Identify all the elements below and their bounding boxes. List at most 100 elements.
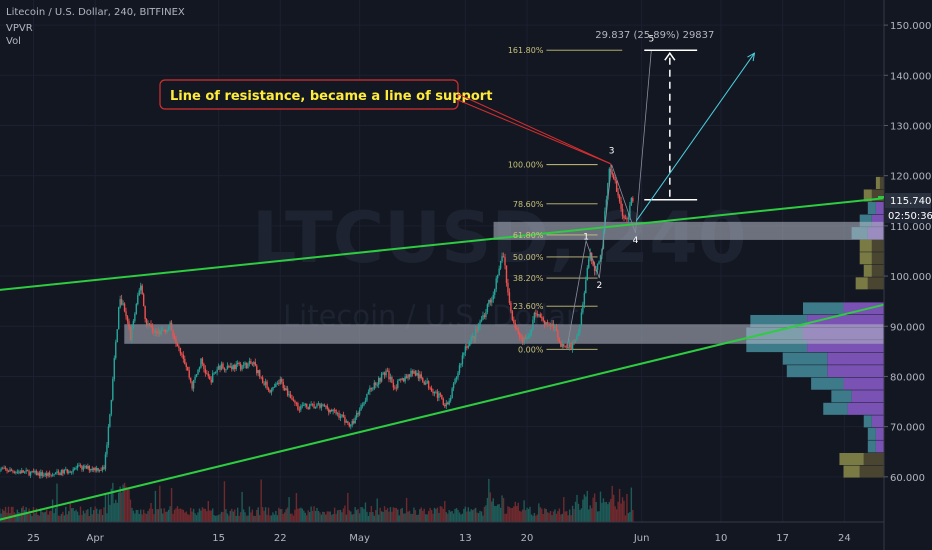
volume-bar (380, 511, 383, 522)
volume-bar (335, 513, 337, 522)
candle-body (561, 343, 564, 347)
volume-bar (65, 506, 67, 522)
volume-bar (504, 513, 506, 522)
volume-profile-up (839, 452, 864, 466)
volume-bar (260, 479, 262, 522)
candle-body (338, 413, 340, 418)
volume-bar (447, 513, 449, 522)
volume-bar (198, 508, 201, 522)
x-tick-label: 10 (715, 533, 728, 544)
candle-body (521, 337, 524, 343)
support-zone (493, 221, 884, 240)
candle-body (455, 377, 458, 380)
volume-bar (599, 491, 602, 522)
volume-bar (590, 508, 593, 522)
volume-profile-up (863, 264, 872, 277)
support-zone (124, 324, 885, 344)
candle-body (499, 261, 502, 269)
volume-bar (217, 514, 220, 522)
volume-bar (266, 514, 268, 522)
candle-body (148, 323, 151, 325)
volume-bar (72, 507, 74, 522)
candle-body (254, 362, 256, 366)
volume-bar (289, 513, 292, 522)
volume-bar (523, 500, 525, 522)
volume-bar (489, 492, 492, 522)
volume-bar (297, 508, 299, 522)
candle-body (257, 370, 259, 374)
volume-bar (339, 509, 342, 522)
projection: 29.837 (25.89%) 29837 (595, 30, 756, 222)
candle-body (239, 363, 242, 370)
volume-bar (398, 515, 400, 522)
candle-body (344, 417, 346, 423)
volume-bar (332, 513, 334, 522)
candle-body (175, 339, 177, 344)
candle-body (608, 168, 611, 184)
volume-bar (557, 511, 559, 522)
annotation-callout[interactable]: Line of resistance, became a line of sup… (159, 79, 611, 165)
candle-body (373, 382, 375, 389)
volume-bar (259, 515, 261, 522)
volume-bar (157, 509, 160, 522)
volume-profile-down (827, 365, 884, 378)
candle-body (151, 326, 154, 331)
candle-body (504, 257, 506, 266)
volume-bar (595, 501, 597, 522)
candle-body (164, 330, 167, 333)
candle-body (377, 377, 380, 385)
candle-body (483, 315, 486, 318)
indicator-vpvr[interactable]: VPVR (6, 23, 33, 34)
x-tick-label: 25 (27, 533, 40, 544)
candle-body (123, 303, 126, 312)
candle-body (588, 259, 590, 268)
candle-body (72, 469, 74, 472)
candle-body (250, 361, 252, 364)
volume-bar (499, 507, 502, 522)
candle-body (142, 294, 145, 306)
volume-bar (10, 506, 13, 522)
candle-body (217, 365, 220, 370)
volume-bar (589, 505, 591, 522)
volume-bar (66, 514, 68, 522)
candle-body (184, 358, 186, 364)
candle-body (231, 366, 233, 370)
y-tick-label: 130.000 (890, 121, 931, 132)
candle-body (449, 398, 452, 401)
volume-bar (176, 506, 179, 522)
candle-body (29, 471, 32, 476)
candle-body (464, 346, 467, 353)
candle-body (241, 365, 243, 370)
candle-body (439, 393, 442, 395)
volume-bar (524, 510, 527, 522)
candle-body (322, 404, 324, 406)
volume-bar (402, 513, 405, 522)
volume-bar (608, 501, 611, 522)
candle-body (416, 373, 418, 376)
candle-body (563, 343, 565, 347)
volume-bar (585, 496, 587, 522)
x-tick-label: 24 (838, 533, 851, 544)
candle-body (367, 391, 370, 394)
volume-bar (351, 514, 353, 522)
volume-bar (254, 515, 256, 522)
volume-profile-down (843, 377, 884, 390)
volume-bar (98, 509, 101, 522)
volume-bar (235, 515, 237, 522)
volume-bar (90, 507, 92, 522)
candle-body (25, 470, 27, 472)
fib-level-label: 38.20% (513, 274, 544, 283)
candle-body (213, 372, 215, 374)
volume-bar (223, 481, 226, 522)
volume-bar (236, 507, 239, 522)
candle-body (489, 299, 492, 303)
candle-body (159, 331, 161, 335)
candle-body (397, 380, 399, 388)
candle-body (361, 405, 364, 406)
volume-bar (119, 486, 121, 522)
candle-body (543, 320, 546, 325)
volume-bar (216, 515, 218, 522)
indicator-vol[interactable]: Vol (6, 36, 21, 47)
volume-bar (527, 508, 530, 522)
